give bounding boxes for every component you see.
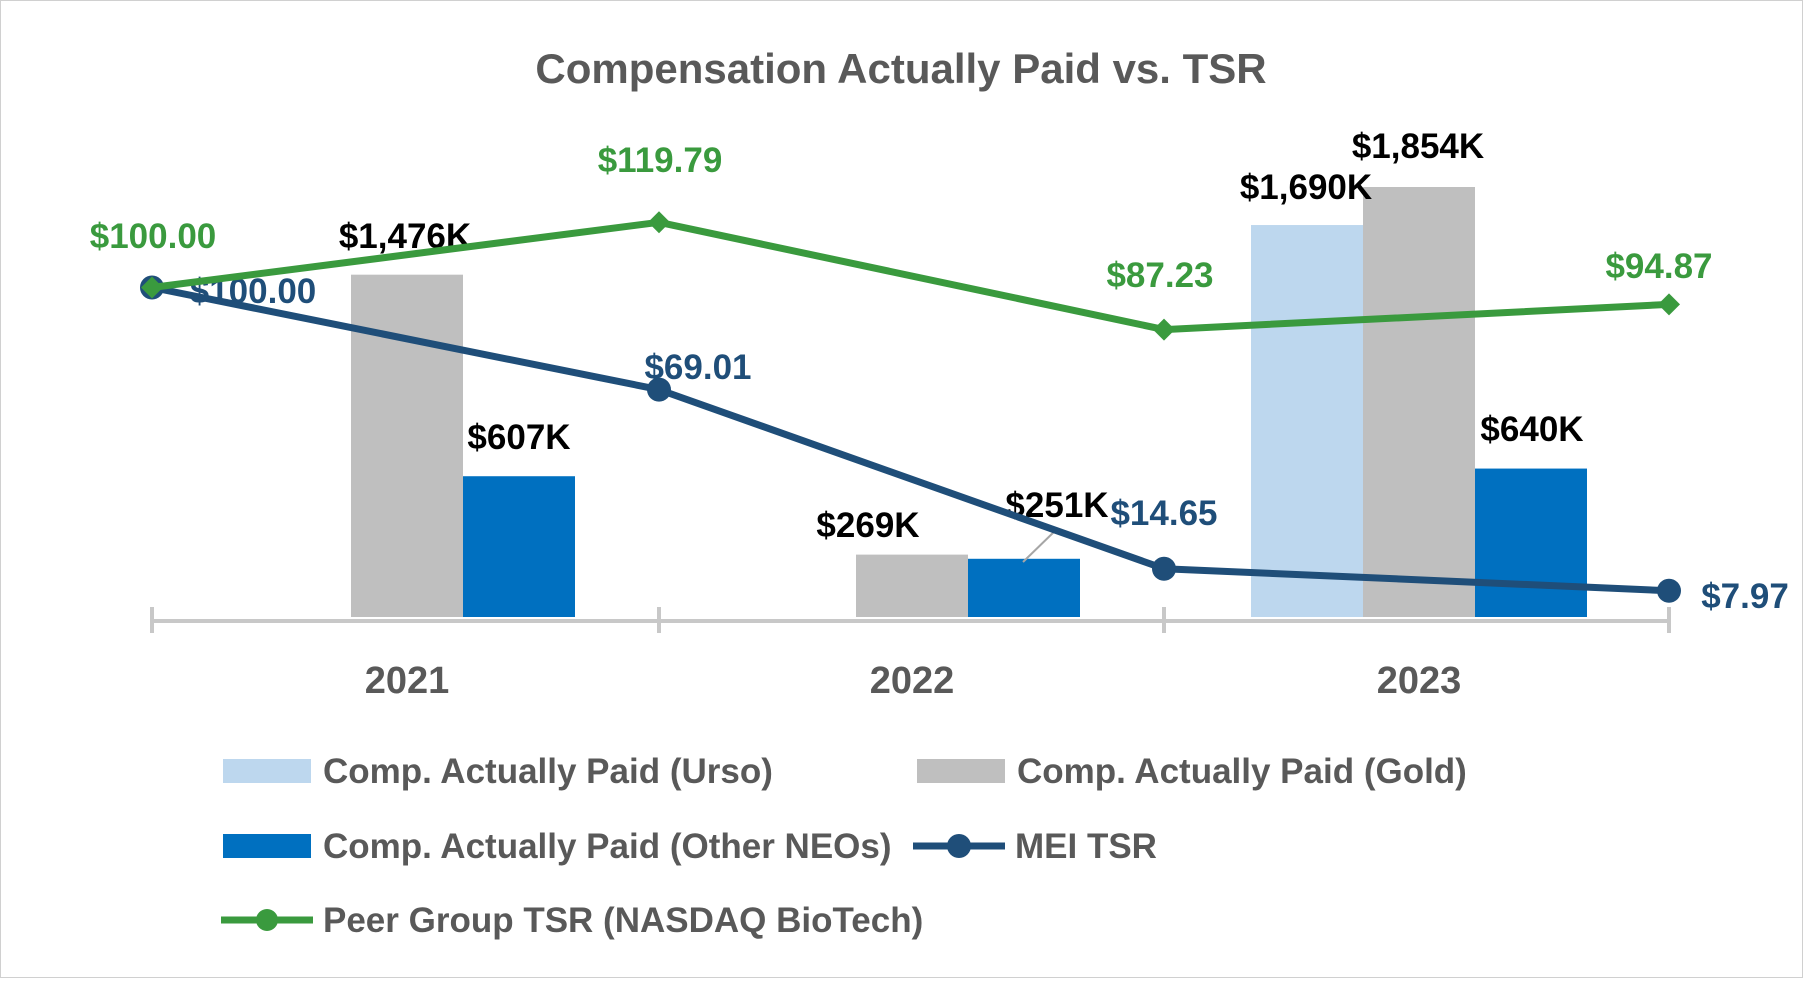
data-label-mei-tsr-3: $7.97 bbox=[1701, 577, 1789, 616]
x-tick-label-2022: 2022 bbox=[870, 660, 955, 702]
point-mei-tsr-3 bbox=[1657, 578, 1681, 603]
bar-comp-actually-paid-other-neos-2021 bbox=[463, 476, 575, 617]
data-label-peer-group-tsr-nasdaq-biotech-3: $94.87 bbox=[1605, 247, 1712, 286]
bar-comp-actually-paid-other-neos-2022 bbox=[968, 558, 1080, 617]
legend-marker bbox=[256, 909, 278, 931]
bar-label-comp-actually-paid-other-neos-2021: $607K bbox=[467, 418, 570, 457]
data-label-peer-group-tsr-nasdaq-biotech-2: $87.23 bbox=[1106, 256, 1213, 295]
bar-label-comp-actually-paid-other-neos-2023: $640K bbox=[1480, 410, 1583, 449]
data-label-peer-group-tsr-nasdaq-biotech-0: $100.00 bbox=[90, 217, 217, 256]
legend-swatch bbox=[917, 759, 1005, 783]
line-peer-group-tsr-nasdaq-biotech bbox=[151, 218, 1670, 334]
legend-item-mei-tsr: MEI TSR bbox=[913, 827, 1157, 866]
bar-comp-actually-paid-other-neos-2023 bbox=[1475, 468, 1587, 617]
legend-item-comp-actually-paid-gold: Comp. Actually Paid (Gold) bbox=[917, 752, 1467, 791]
legend-item-comp-actually-paid-other-neos: Comp. Actually Paid (Other NEOs) bbox=[223, 827, 892, 866]
point-peer-group-tsr-nasdaq-biotech-0 bbox=[141, 276, 163, 299]
point-peer-group-tsr-nasdaq-biotech-3 bbox=[1658, 293, 1680, 316]
legend-marker bbox=[947, 834, 971, 858]
legend-label: Peer Group TSR (NASDAQ BioTech) bbox=[323, 901, 923, 940]
legend-swatch bbox=[223, 759, 311, 783]
data-label-mei-tsr-2: $14.65 bbox=[1110, 494, 1217, 533]
x-tick-label-2023: 2023 bbox=[1377, 660, 1462, 702]
label-leader-line bbox=[1022, 527, 1059, 563]
legend-item-comp-actually-paid-urso: Comp. Actually Paid (Urso) bbox=[223, 752, 773, 791]
data-label-peer-group-tsr-nasdaq-biotech-1: $119.79 bbox=[598, 141, 723, 180]
bar-comp-actually-paid-gold-2023 bbox=[1363, 187, 1475, 617]
line-mei-tsr bbox=[151, 284, 1670, 595]
point-peer-group-tsr-nasdaq-biotech-1 bbox=[648, 211, 670, 234]
point-peer-group-tsr-nasdaq-biotech-2 bbox=[1153, 318, 1175, 341]
legend-label: Comp. Actually Paid (Other NEOs) bbox=[323, 827, 892, 866]
legend-label: MEI TSR bbox=[1015, 827, 1157, 866]
bar-comp-actually-paid-gold-2022 bbox=[856, 554, 968, 617]
point-mei-tsr-2 bbox=[1152, 556, 1176, 581]
bar-label-comp-actually-paid-urso-2023: $1,690K bbox=[1240, 168, 1372, 207]
x-tick-label-2021: 2021 bbox=[365, 660, 450, 702]
chart-title: Compensation Actually Paid vs. TSR bbox=[535, 45, 1266, 92]
bar-comp-actually-paid-urso-2023 bbox=[1251, 225, 1363, 617]
bar-comp-actually-paid-gold-2021 bbox=[351, 274, 463, 617]
legend-swatch bbox=[223, 834, 311, 858]
legend-item-peer-group-tsr-nasdaq-biotech: Peer Group TSR (NASDAQ BioTech) bbox=[221, 901, 923, 940]
legend-label: Comp. Actually Paid (Urso) bbox=[323, 752, 773, 791]
point-mei-tsr-1 bbox=[647, 377, 671, 402]
legend-label: Comp. Actually Paid (Gold) bbox=[1017, 752, 1467, 791]
data-label-mei-tsr-1: $69.01 bbox=[644, 348, 751, 387]
bar-label-comp-actually-paid-gold-2022: $269K bbox=[816, 506, 919, 545]
bar-label-comp-actually-paid-gold-2023: $1,854K bbox=[1352, 127, 1484, 166]
